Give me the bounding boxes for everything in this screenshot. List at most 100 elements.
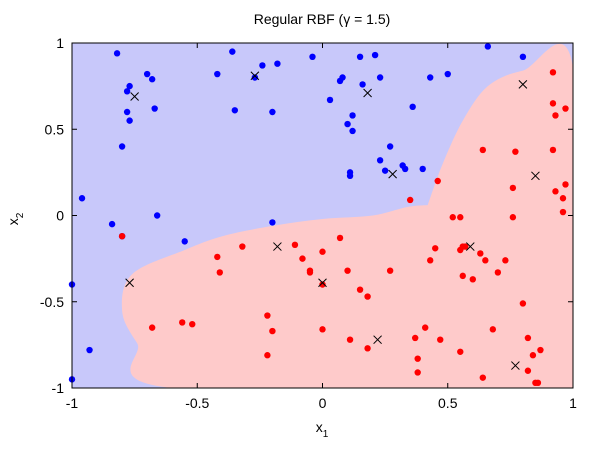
blue-data-point	[444, 70, 451, 78]
y-tick-label: -1	[52, 380, 65, 396]
red-data-point	[364, 345, 371, 352]
axes: -1-1 -0.5 -0.5 0 0 0.5 0.5 1 1	[40, 35, 577, 411]
y-tick-label: 1	[56, 35, 64, 51]
red-data-point	[449, 214, 456, 221]
red-data-point	[118, 233, 126, 240]
blue-data-point	[231, 107, 239, 114]
x-marker-stroke	[465, 242, 475, 251]
blue-data-point	[419, 165, 426, 173]
blue-data-point	[153, 212, 161, 219]
blue-data-point	[118, 143, 126, 150]
y-axis-title: x2	[5, 212, 26, 225]
red-data-point	[479, 146, 487, 154]
y-tick-label: 0	[56, 208, 64, 224]
red-data-point	[319, 326, 326, 333]
blue-data-point	[346, 169, 354, 176]
red-data-point	[319, 248, 326, 255]
x-tick-label: -0.5	[185, 395, 209, 411]
blue-data-point	[123, 88, 131, 95]
red-data-point	[427, 257, 434, 264]
red-data-point	[306, 269, 314, 276]
blue-data-point	[143, 70, 151, 78]
support-vector-marker	[373, 335, 382, 345]
blue-data-point	[339, 74, 346, 81]
y-axis-title-main: x	[5, 218, 21, 225]
red-data-point	[552, 112, 559, 119]
x-marker-stroke	[373, 335, 382, 345]
x-axis-title-sub: 1	[323, 429, 329, 440]
x-marker-stroke	[273, 242, 282, 251]
x-marker-stroke	[250, 71, 260, 81]
blue-data-point	[86, 346, 93, 354]
red-data-point	[386, 267, 394, 274]
red-data-point	[356, 286, 364, 293]
support-vector-marker	[388, 169, 397, 179]
x-tick-label: 0.5	[438, 395, 458, 411]
red-data-point	[414, 369, 421, 376]
red-data-point	[494, 269, 502, 276]
red-data-point	[502, 257, 509, 264]
blue-data-point	[409, 103, 416, 111]
red-data-point	[469, 276, 476, 283]
red-data-point	[457, 348, 464, 355]
blue-data-point	[349, 112, 356, 119]
red-data-point	[559, 195, 567, 202]
red-data-point	[562, 181, 569, 188]
red-data-point	[344, 267, 351, 274]
blue-data-point	[269, 108, 276, 116]
blue-data-point	[381, 167, 389, 174]
red-data-point	[264, 352, 271, 359]
blue-data-point	[151, 105, 158, 112]
blue-data-point	[148, 76, 156, 83]
red-data-point	[529, 352, 537, 359]
x-marker-stroke	[125, 278, 134, 288]
red-data-point	[148, 324, 156, 331]
red-data-point	[462, 243, 469, 250]
support-vector-marker	[250, 71, 260, 81]
x-marker-stroke	[531, 171, 540, 181]
blue-data-point	[78, 195, 86, 202]
x-axis-title: x1	[316, 419, 329, 440]
x-marker-stroke	[388, 169, 397, 179]
blue-data-point	[359, 81, 366, 88]
blue-data-point	[519, 53, 527, 60]
support-vector-marker	[465, 242, 475, 251]
blue-data-point	[274, 60, 281, 67]
x-tick-label: 1	[569, 395, 577, 411]
x-tick-label: 0	[319, 395, 327, 411]
support-vector-marker	[273, 242, 282, 251]
blue-data-point	[269, 219, 276, 226]
blue-data-point	[376, 157, 384, 164]
red-data-point	[216, 269, 223, 276]
blue-data-point	[344, 120, 351, 128]
support-vector-marker	[318, 278, 327, 288]
blue-data-point	[126, 117, 133, 124]
red-data-point	[214, 253, 221, 261]
red-data-point	[549, 146, 557, 154]
red-data-point	[512, 148, 519, 155]
red-data-point	[479, 374, 487, 381]
red-data-point	[319, 281, 326, 288]
support-vector-marker	[511, 361, 520, 370]
red-data-point	[364, 293, 371, 300]
blue-data-point	[371, 51, 379, 59]
support-vector-marker	[130, 92, 139, 101]
x-marker-stroke	[318, 278, 327, 288]
red-data-point	[411, 334, 419, 342]
red-data-point	[432, 245, 439, 252]
red-data-point	[189, 320, 196, 328]
red-data-point	[524, 367, 532, 374]
blue-data-point	[123, 108, 131, 116]
blue-data-point	[484, 43, 492, 50]
red-data-point	[524, 334, 532, 342]
support-vector-marker	[125, 278, 134, 288]
red-data-point	[537, 346, 544, 354]
support-vector-marker	[518, 80, 528, 89]
red-data-point	[562, 105, 569, 112]
red-data-point	[406, 196, 414, 204]
blue-data-point	[386, 143, 394, 150]
red-data-point	[489, 326, 497, 333]
red-data-point	[239, 243, 246, 250]
blue-data-point	[251, 74, 259, 81]
